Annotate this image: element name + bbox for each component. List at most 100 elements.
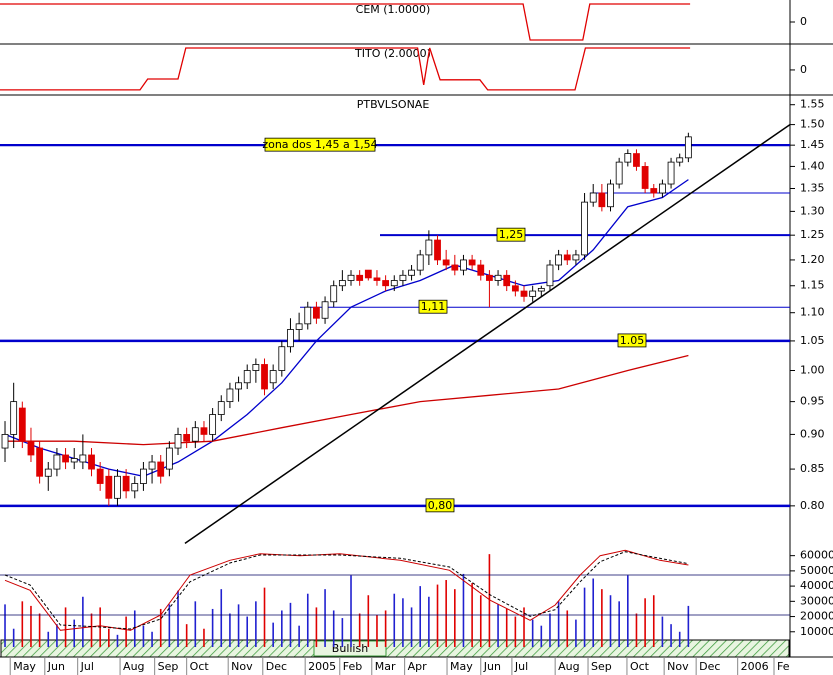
y-tick-label: 0 [800, 63, 807, 76]
candle-body [494, 274, 502, 281]
candle-body [364, 269, 372, 279]
y-tick-label: 0.90 [800, 427, 825, 440]
candle-body [191, 427, 199, 442]
candle-body [79, 454, 87, 463]
level-label: zona dos 1,45 a 1,54 [262, 138, 377, 151]
candle-body [572, 254, 580, 261]
candle-body [217, 401, 225, 415]
candle-body [338, 280, 346, 287]
x-tick-label: Fe [777, 660, 790, 673]
candle-body [287, 329, 294, 348]
candle-body [529, 290, 537, 297]
y-tick-label: 40000 [800, 579, 833, 592]
y-tick-label: 20000 [800, 610, 833, 623]
candle-body [633, 153, 640, 167]
candle-body [434, 239, 441, 261]
candle-body [537, 287, 545, 292]
level-label-box [617, 333, 647, 348]
candle-body [209, 414, 217, 435]
candle-body [624, 153, 632, 163]
candle-body [676, 157, 684, 163]
y-tick-label: 50000 [800, 564, 833, 577]
candle-body [373, 277, 381, 281]
x-tick-label: Oct [630, 660, 650, 673]
y-tick-label: 1.20 [800, 253, 825, 266]
candle-body [295, 323, 303, 330]
y-tick-label: 1.55 [800, 98, 825, 111]
level-label: 1,25 [499, 228, 524, 241]
moving-average [5, 354, 689, 446]
x-tick-label: Sep [591, 660, 612, 673]
candle-body [589, 192, 597, 203]
candle-body [442, 259, 450, 266]
candle-body [468, 259, 476, 266]
candle-body [408, 269, 415, 276]
candle-body [477, 264, 485, 276]
candle-body [157, 461, 165, 477]
candle-body [105, 475, 113, 499]
level-label: 1.05 [620, 334, 645, 347]
candle-body [18, 407, 26, 442]
level-label: 1,11 [421, 300, 446, 313]
candle-body [313, 306, 320, 319]
candle-body [1, 434, 9, 449]
x-tick-label: 2005 [308, 660, 336, 673]
x-tick-label: Aug [123, 660, 144, 673]
candle-body [684, 136, 692, 159]
signal-line [0, 3, 691, 41]
x-tick-label: Apr [408, 660, 428, 673]
x-tick-label: May [450, 660, 473, 673]
candle-body [304, 306, 312, 325]
candle-body [88, 454, 95, 470]
candle-body [27, 440, 35, 456]
candle-body [390, 280, 398, 287]
candle-body [563, 254, 571, 261]
level-label-box [418, 299, 448, 314]
x-tick-label: Sep [158, 660, 179, 673]
candle-body [382, 280, 390, 287]
level-label-box [425, 498, 455, 513]
candle-body [641, 166, 649, 189]
y-tick-label: 1.25 [800, 228, 825, 241]
candle-body [122, 475, 130, 492]
y-tick-label: 1.45 [800, 138, 825, 151]
level-label: 0,80 [428, 499, 453, 512]
y-tick-label: 1.10 [800, 306, 825, 319]
candle-body [44, 468, 52, 477]
x-tick-label: Dec [266, 660, 287, 673]
candle-body [261, 364, 268, 390]
candle-body [53, 454, 61, 470]
candle-body [555, 254, 563, 266]
x-tick-label: Jul [514, 660, 528, 673]
candle-body [10, 401, 18, 435]
y-tick-label: 1.30 [800, 204, 825, 217]
candle-body [70, 458, 78, 463]
y-tick-label: 1.35 [800, 181, 825, 194]
candle-body [503, 274, 511, 287]
moving-average [4, 179, 689, 477]
candle-body [131, 483, 139, 492]
level-label-box [496, 227, 526, 242]
x-tick-label: Mar [375, 660, 396, 673]
x-tick-label: Nov [667, 660, 689, 673]
x-tick-label: Jun [47, 660, 65, 673]
candle-body [226, 388, 234, 403]
candle-body [114, 475, 121, 499]
x-tick-label: Jul [80, 660, 94, 673]
candle-body [650, 188, 658, 194]
candle-body [96, 468, 104, 484]
x-tick-label: Jun [483, 660, 501, 673]
candle-body [200, 427, 208, 435]
candle-body [140, 468, 147, 484]
oscillator-line [4, 551, 689, 630]
y-tick-label: 60000 [800, 549, 833, 562]
candle-body [598, 192, 606, 208]
x-tick-label: Dec [699, 660, 720, 673]
y-tick-label: 30000 [800, 594, 833, 607]
x-tick-label: Aug [558, 660, 579, 673]
candle-body [425, 239, 433, 256]
candle-body [511, 285, 519, 292]
candle-body [520, 290, 528, 297]
